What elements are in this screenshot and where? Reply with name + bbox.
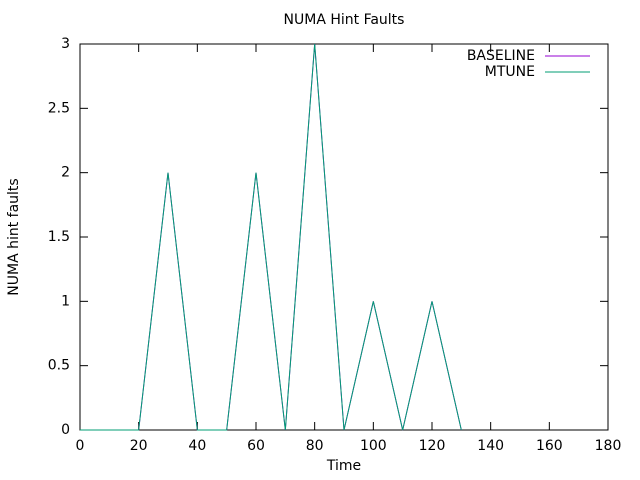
y-tick-label: 0.5 — [48, 358, 70, 374]
x-tick-label: 100 — [360, 438, 387, 454]
x-tick-label: 160 — [536, 438, 563, 454]
y-tick-label: 0 — [61, 422, 70, 438]
y-tick-label: 3 — [61, 36, 70, 52]
chart-title: NUMA Hint Faults — [284, 12, 405, 28]
legend-label: MTUNE — [485, 64, 535, 80]
x-tick-label: 180 — [595, 438, 622, 454]
x-tick-label: 140 — [477, 438, 504, 454]
y-tick-label: 1 — [61, 293, 70, 309]
series-line — [80, 43, 462, 431]
x-tick-label: 60 — [247, 438, 265, 454]
x-tick-label: 40 — [188, 438, 206, 454]
y-tick-label: 2.5 — [48, 100, 70, 116]
x-tick-label: 120 — [419, 438, 446, 454]
y-tick-label: 1.5 — [48, 229, 70, 245]
x-tick-label: 20 — [130, 438, 148, 454]
x-axis-label: Time — [326, 458, 361, 474]
x-tick-label: 80 — [306, 438, 324, 454]
legend-label: BASELINE — [467, 48, 535, 64]
y-axis-label: NUMA hint faults — [6, 178, 22, 295]
y-tick-label: 2 — [61, 165, 70, 181]
x-tick-label: 0 — [76, 438, 85, 454]
